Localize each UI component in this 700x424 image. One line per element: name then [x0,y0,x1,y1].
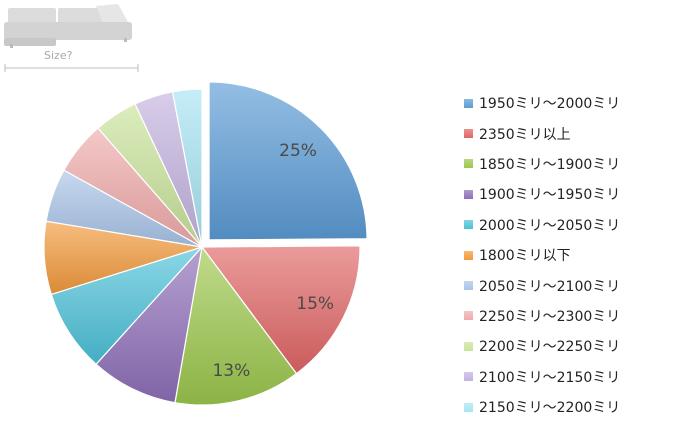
pie-slice-2 [200,245,361,375]
legend-label: 2150ミリ～2200ミリ [479,400,621,417]
legend-label: 2350ミリ以上 [479,126,571,143]
legend-swatch [464,341,473,351]
legend-swatch [464,159,473,169]
legend-item: 2000ミリ～2050ミリ [464,210,620,240]
legend-swatch [464,129,473,139]
legend-item: 2200ミリ～2250ミリ [464,331,620,361]
pie-slice-11 [171,88,203,248]
legend-swatch [464,281,473,291]
size-caption: Size? [44,49,73,62]
legend-item: 2050ミリ～2100ミリ [464,270,620,300]
legend-swatch [464,250,473,260]
pie-slice-3 [174,245,298,406]
legend-label: 2100ミリ～2150ミリ [479,369,621,386]
legend-label: 1850ミリ～1900ミリ [479,156,621,173]
legend-swatch [464,372,473,382]
slice-percent-label: 25% [279,141,317,161]
legend-label: 1800ミリ以下 [479,248,571,265]
legend-swatch [464,311,473,321]
legend-item: 1900ミリ～1950ミリ [464,179,620,209]
legend-label: 1900ミリ～1950ミリ [479,187,621,204]
legend-swatch [464,98,473,108]
sofa-icon [4,4,139,72]
legend-swatch [464,189,473,199]
legend-swatch [464,220,473,230]
legend-label: 2200ミリ～2250ミリ [479,339,621,356]
legend-label: 2000ミリ～2050ミリ [479,217,621,234]
legend-label: 2050ミリ～2100ミリ [479,278,621,295]
pie-slice-1 [208,81,368,241]
legend-label: 2250ミリ～2300ミリ [479,308,621,325]
legend-item: 2250ミリ～2300ミリ [464,301,620,331]
legend-item: 1800ミリ以下 [464,240,620,270]
legend-item: 2350ミリ以上 [464,118,620,148]
legend-label: 1950ミリ～2000ミリ [479,96,621,113]
legend-item: 2150ミリ～2200ミリ [464,392,620,422]
slice-percent-label: 15% [296,294,334,314]
legend-swatch [464,402,473,412]
pie-slice-4 [95,245,203,404]
chart-legend: 1950ミリ～2000ミリ 2350ミリ以上 1850ミリ～1900ミリ 1900ミリ… [464,88,620,422]
pie-slice-5 [50,245,204,366]
legend-item: 2100ミリ～2150ミリ [464,362,620,392]
legend-item: 1850ミリ～1900ミリ [464,149,620,179]
slice-percent-label: 13% [212,361,250,381]
legend-item: 1950ミリ～2000ミリ [464,88,620,118]
